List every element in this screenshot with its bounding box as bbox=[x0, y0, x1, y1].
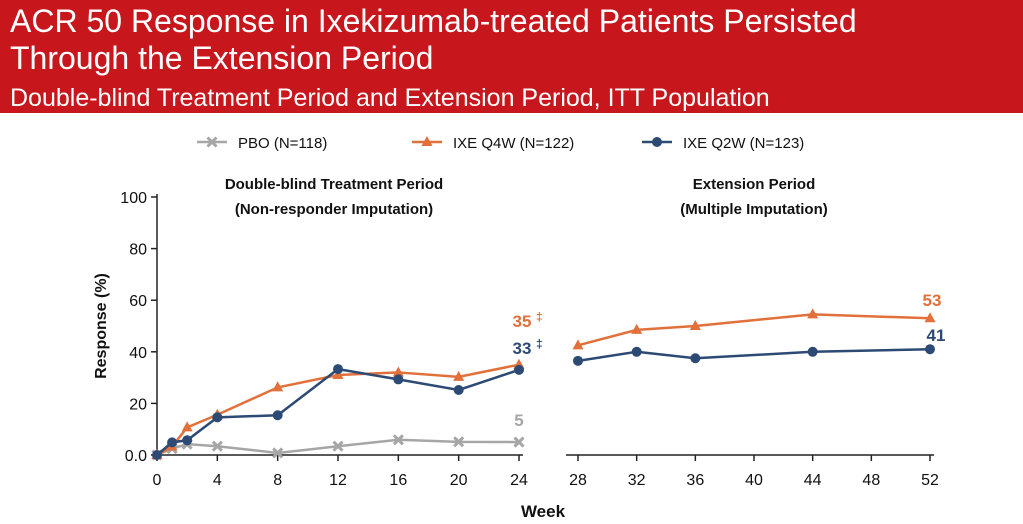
slide-title: ACR 50 Response in Ixekizumab-treated Pa… bbox=[10, 3, 857, 77]
series-line bbox=[577, 347, 931, 363]
slide-title-line-1: ACR 50 Response in Ixekizumab-treated Pa… bbox=[10, 3, 857, 39]
panel-subtitle: (Multiple Imputation) bbox=[680, 201, 827, 218]
end-value-label: 41 bbox=[927, 326, 946, 345]
x-tick-label: 36 bbox=[686, 472, 704, 489]
legend-label: IXE Q2W (N=123) bbox=[683, 135, 804, 152]
data-point bbox=[514, 364, 524, 375]
x-tick-label: 20 bbox=[450, 472, 468, 489]
x-tick-label: 24 bbox=[510, 472, 528, 489]
data-point bbox=[573, 355, 583, 366]
data-point bbox=[513, 436, 525, 448]
y-tick-label: 40 bbox=[129, 345, 147, 362]
data-point bbox=[453, 436, 465, 448]
panel-title: Double-blind Treatment Period bbox=[225, 176, 443, 193]
data-point bbox=[453, 384, 464, 395]
x-tick-label: 40 bbox=[745, 472, 763, 489]
data-point bbox=[631, 323, 643, 334]
x-tick-label: 8 bbox=[273, 472, 282, 489]
data-point bbox=[572, 339, 584, 350]
x-tick-label: 48 bbox=[862, 472, 880, 489]
data-point bbox=[453, 370, 465, 381]
data-point bbox=[272, 447, 284, 459]
data-point bbox=[332, 440, 344, 452]
x-tick-label: 16 bbox=[389, 472, 407, 489]
x-tick-label: 4 bbox=[213, 472, 222, 489]
end-value-label: 33 bbox=[513, 339, 532, 358]
data-point bbox=[272, 381, 284, 392]
legend-label: PBO (N=118) bbox=[238, 135, 327, 152]
x-tick-label: 32 bbox=[628, 472, 646, 489]
slide-title-line-2: Through the Extension Period bbox=[10, 40, 434, 76]
title-banner: ACR 50 Response in Ixekizumab-treated Pa… bbox=[0, 0, 1023, 113]
data-point bbox=[392, 434, 404, 446]
data-point bbox=[272, 410, 283, 421]
x-tick-label: 44 bbox=[804, 472, 822, 489]
data-point bbox=[925, 344, 935, 355]
y-axis-label: Response (%) bbox=[93, 273, 110, 379]
y-tick-label: 20 bbox=[129, 396, 147, 413]
data-point bbox=[807, 346, 818, 357]
slide-subtitle: Double-blind Treatment Period and Extens… bbox=[10, 84, 770, 112]
panel-title: Extension Period bbox=[693, 176, 816, 193]
series-line bbox=[577, 313, 931, 347]
y-tick-label: 100 bbox=[120, 190, 147, 207]
data-point bbox=[807, 308, 819, 319]
significance-mark: ‡ bbox=[536, 310, 543, 324]
end-value-label: 35 bbox=[513, 312, 532, 331]
legend-label: IXE Q4W (N=122) bbox=[453, 135, 574, 152]
x-tick-label: 0 bbox=[153, 472, 162, 489]
data-point bbox=[333, 364, 343, 375]
data-point bbox=[212, 412, 223, 423]
data-point bbox=[152, 450, 162, 460]
x-tick-label: 52 bbox=[921, 472, 939, 489]
data-point bbox=[689, 320, 701, 330]
data-point bbox=[392, 366, 404, 377]
data-point bbox=[631, 346, 642, 357]
data-point bbox=[181, 421, 193, 432]
end-value-label: 5 bbox=[514, 411, 523, 430]
legend-marker bbox=[421, 136, 433, 146]
x-tick-label: 28 bbox=[569, 472, 587, 489]
data-point bbox=[167, 437, 178, 448]
data-point bbox=[393, 374, 404, 385]
end-value-label: 53 bbox=[923, 291, 942, 310]
significance-mark: ‡ bbox=[536, 337, 543, 351]
y-tick-label: 60 bbox=[129, 293, 147, 310]
y-tick-label: 80 bbox=[129, 242, 147, 259]
x-axis-label: Week bbox=[521, 502, 566, 521]
data-point bbox=[211, 440, 223, 452]
data-point bbox=[182, 435, 193, 446]
x-tick-label: 12 bbox=[329, 472, 347, 489]
data-point bbox=[690, 353, 701, 364]
y-tick-label: 0.0 bbox=[125, 448, 147, 465]
data-point bbox=[924, 312, 936, 323]
panel-subtitle: (Non-responder Imputation) bbox=[235, 201, 433, 218]
legend-marker bbox=[206, 136, 218, 148]
legend-marker bbox=[652, 137, 662, 147]
